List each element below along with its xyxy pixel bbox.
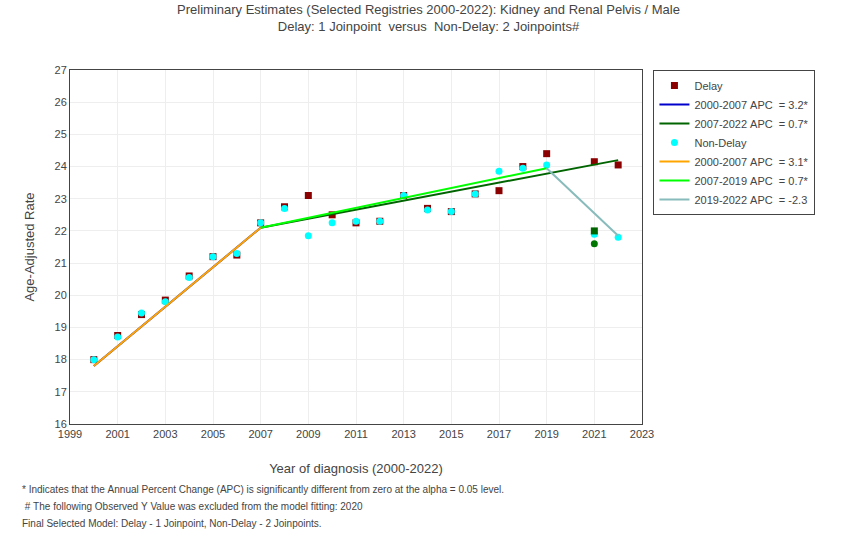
svg-text:18: 18 [55, 353, 67, 365]
svg-text:2003: 2003 [153, 428, 177, 440]
svg-text:19: 19 [55, 321, 67, 333]
svg-text:2009: 2009 [296, 428, 320, 440]
svg-text:2005: 2005 [201, 428, 225, 440]
svg-text:20: 20 [55, 289, 67, 301]
svg-text:Final Selected Model: Delay -: Final Selected Model: Delay - 1 Joinpoin… [22, 518, 322, 529]
svg-text:2019-2022 APC = -2.3: 2019-2022 APC = -2.3 [694, 194, 807, 206]
svg-text:26: 26 [55, 96, 67, 108]
svg-text:2000-2007 APC = 3.2*: 2000-2007 APC = 3.2* [694, 99, 808, 111]
svg-text:Delay: Delay [694, 80, 723, 92]
svg-text:21: 21 [55, 257, 67, 269]
svg-text:2000-2007 APC = 3.1*: 2000-2007 APC = 3.1* [694, 156, 808, 168]
svg-text:2013: 2013 [391, 428, 415, 440]
svg-text:2015: 2015 [439, 428, 463, 440]
svg-text:25: 25 [55, 128, 67, 140]
svg-text:22: 22 [55, 225, 67, 237]
svg-text:17: 17 [55, 386, 67, 398]
svg-text:Year of diagnosis (2000-2022): Year of diagnosis (2000-2022) [269, 461, 443, 476]
svg-text:2017: 2017 [487, 428, 511, 440]
svg-text:24: 24 [55, 160, 67, 172]
svg-text:2007-2019 APC = 0.7*: 2007-2019 APC = 0.7* [694, 175, 808, 187]
svg-text:23: 23 [55, 193, 67, 205]
svg-text:1999: 1999 [58, 428, 82, 440]
svg-text:2007-2022 APC = 0.7*: 2007-2022 APC = 0.7* [694, 118, 808, 130]
svg-text:2023: 2023 [630, 428, 654, 440]
svg-text:Preliminary Estimates (Selecte: Preliminary Estimates (Selected Registri… [177, 2, 680, 34]
svg-text:Age-Adjusted Rate: Age-Adjusted Rate [22, 192, 37, 301]
svg-text:2011: 2011 [344, 428, 368, 440]
svg-text:2021: 2021 [582, 428, 606, 440]
svg-text:# The following Observed Y Val: # The following Observed Y Value was exc… [22, 501, 363, 512]
svg-text:2019: 2019 [534, 428, 558, 440]
svg-text:* Indicates that the Annual Pe: * Indicates that the Annual Percent Chan… [22, 484, 504, 495]
svg-text:2007: 2007 [248, 428, 272, 440]
svg-text:Non-Delay: Non-Delay [694, 137, 746, 149]
svg-text:16: 16 [55, 418, 67, 430]
svg-text:2001: 2001 [105, 428, 129, 440]
svg-text:27: 27 [55, 64, 67, 76]
